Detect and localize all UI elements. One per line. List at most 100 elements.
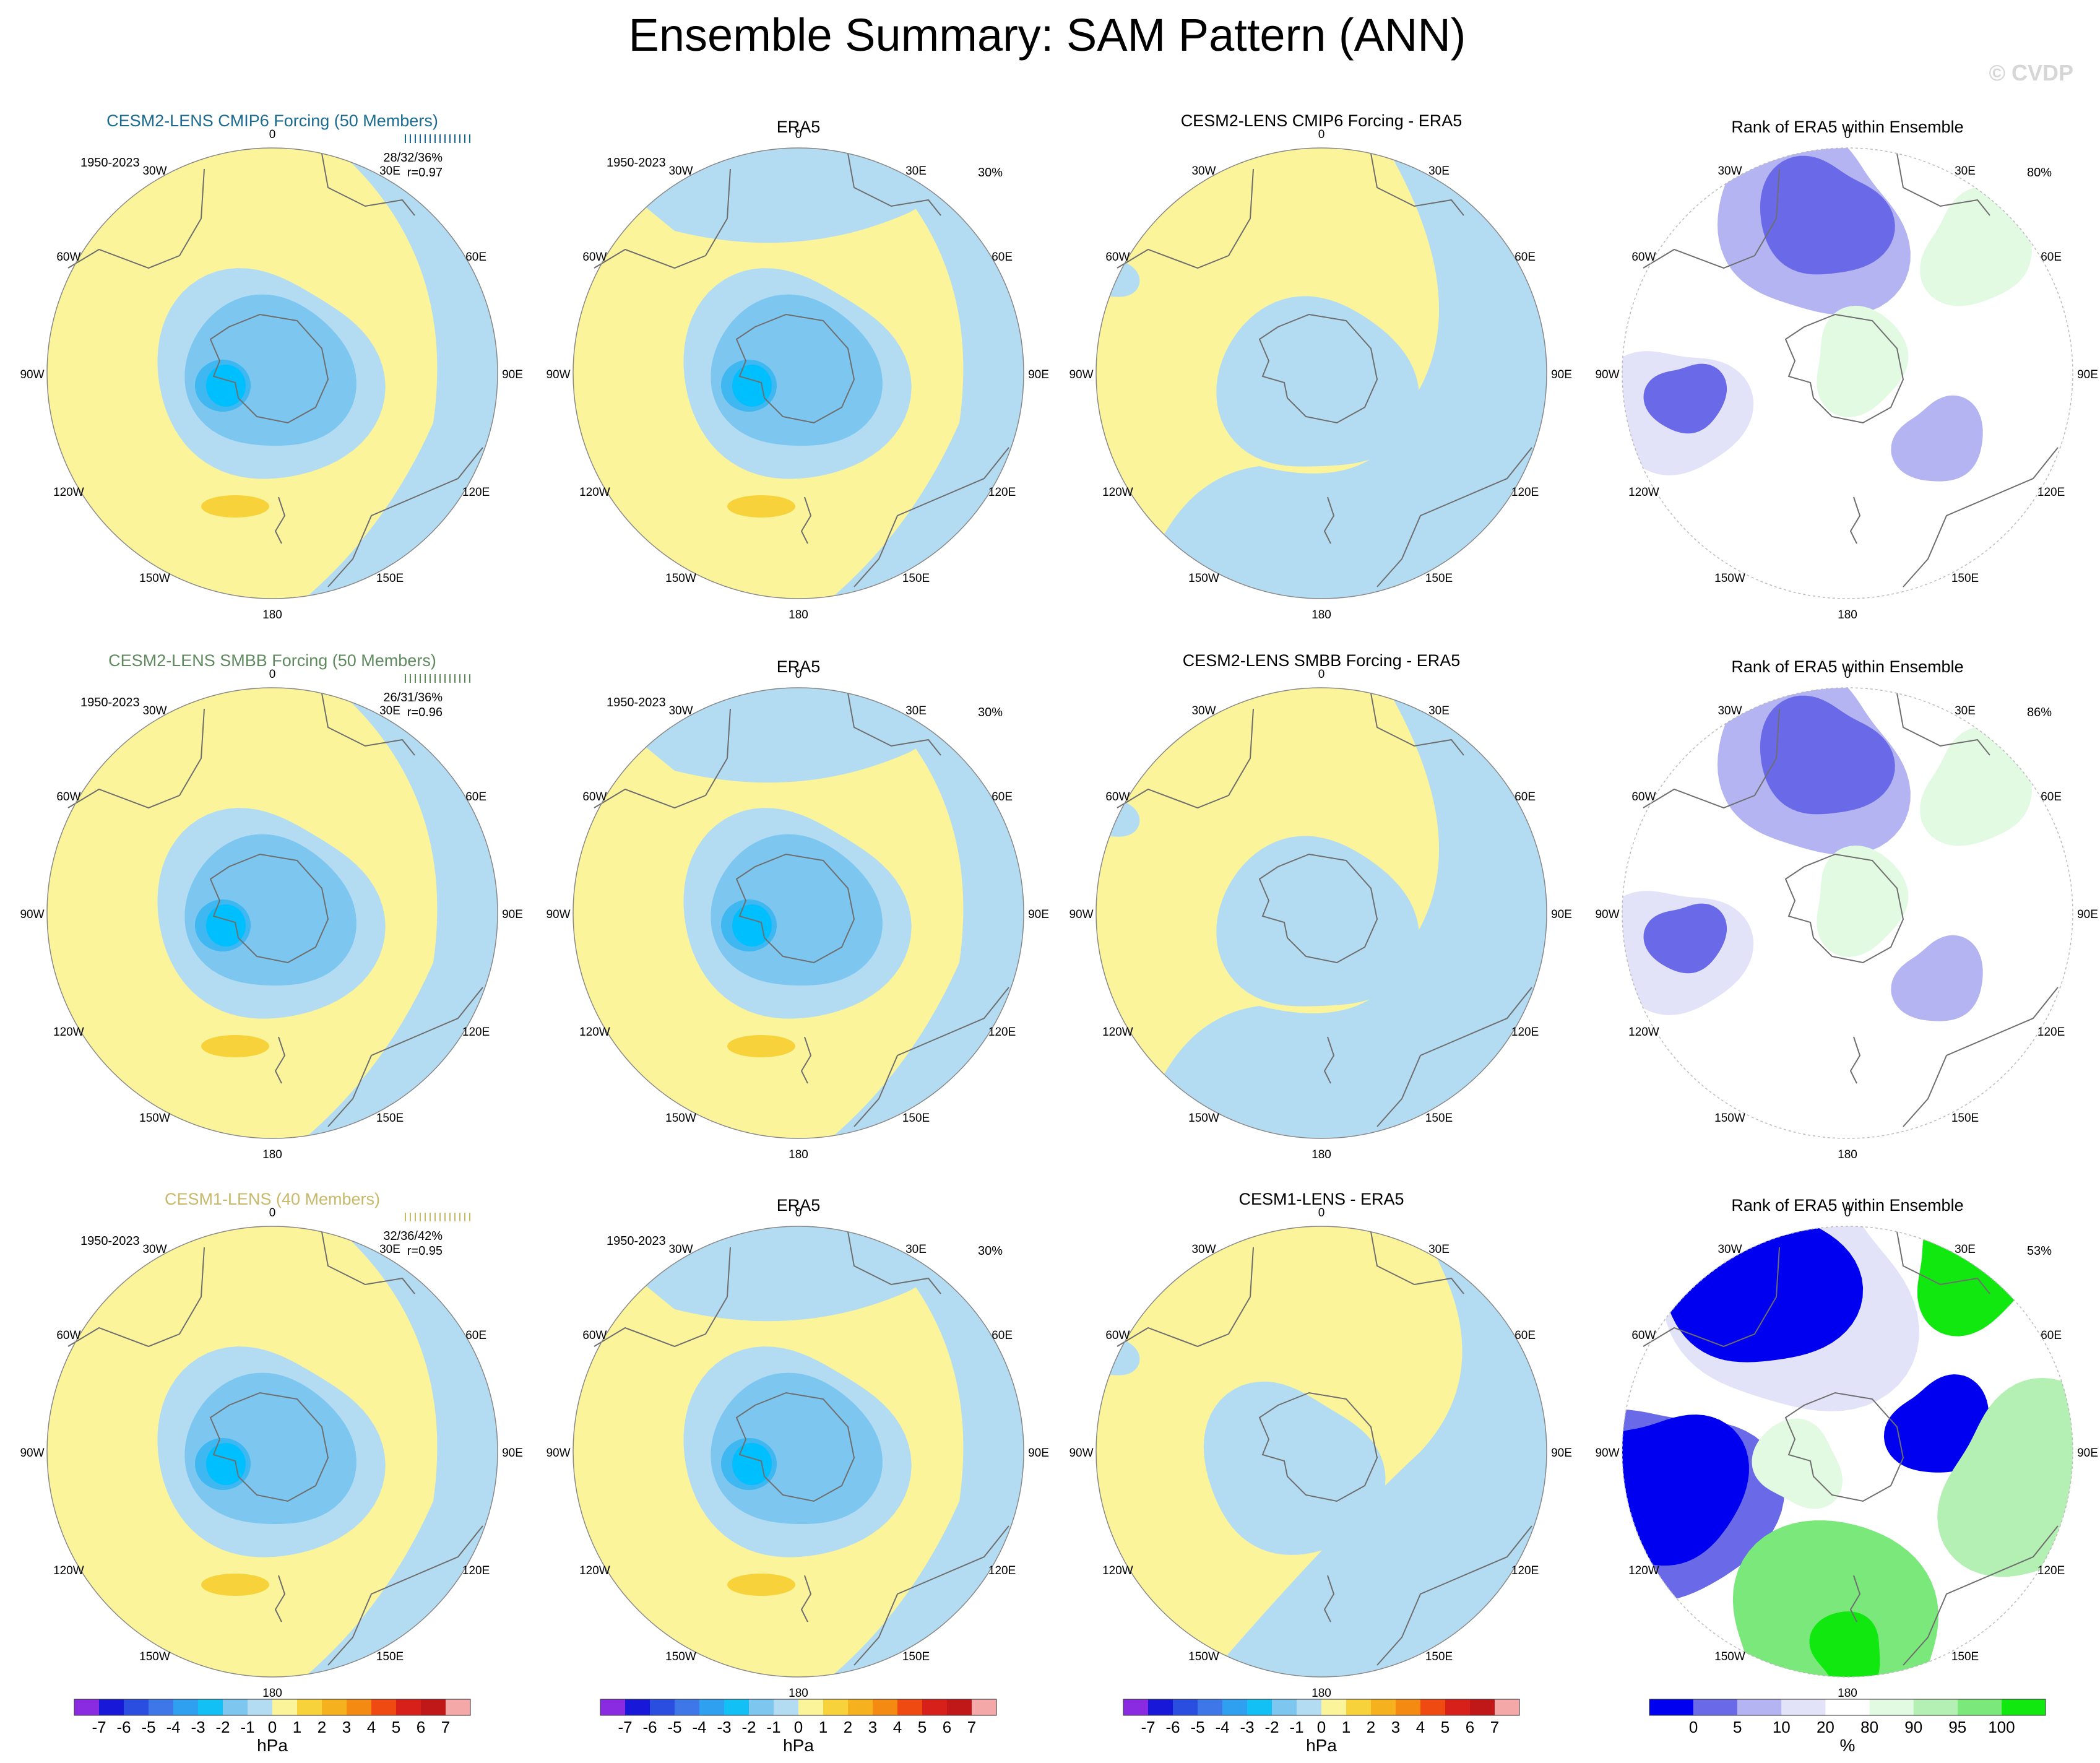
- longitude-label: 30E: [1428, 165, 1450, 178]
- longitude-label: 180: [789, 1687, 808, 1700]
- longitude-label: 30W: [668, 704, 693, 717]
- panel-diff-row-1: 0 30E 60E 90E 120E 150E 180 150W 120W 90W 60W 30W CE…: [1069, 111, 1571, 622]
- period-label: 1950-2023: [80, 156, 140, 170]
- longitude-label: 90W: [20, 908, 44, 921]
- longitude-label: 60W: [56, 251, 80, 264]
- new-zealand-coastline: [274, 496, 286, 544]
- longitude-label: 30E: [1955, 165, 1976, 178]
- colorbar-tick-label: 0: [1689, 1718, 1698, 1736]
- low-pressure-core: [732, 1443, 772, 1485]
- south-america-coastline: [1643, 168, 1780, 269]
- colorbar-tick-label: 4: [1416, 1718, 1425, 1736]
- longitude-label: 180: [1311, 609, 1331, 622]
- longitude-label: 30W: [142, 165, 166, 178]
- longitude-label: 60E: [1515, 1329, 1536, 1342]
- longitude-label: 60E: [992, 1329, 1013, 1342]
- longitude-label: 90E: [1551, 368, 1572, 381]
- new-zealand-coastline: [1849, 496, 1861, 544]
- period-label: 1950-2023: [607, 156, 666, 170]
- colorbar-swatch: [774, 1699, 798, 1715]
- colorbar-swatch: [1470, 1699, 1495, 1715]
- panel-diff-row-2: 0 30E 60E 90E 120E 150E 180 150W 120W 90W 60W 30W CE…: [1069, 651, 1571, 1161]
- colorbar-tick-label: 4: [367, 1718, 376, 1736]
- high-rank-region: [1809, 1611, 1880, 1677]
- longitude-label: 60E: [1515, 791, 1536, 804]
- africa-coastline: [847, 1231, 941, 1294]
- pattern-field: [573, 1226, 1024, 1677]
- colorbar-tick-label: -3: [191, 1718, 205, 1736]
- longitude-label: 90W: [20, 1447, 44, 1460]
- colorbar-tick-label: -6: [1165, 1718, 1180, 1736]
- longitude-label: 120W: [1628, 486, 1659, 499]
- longitude-label: 0: [795, 668, 802, 681]
- rank-field: [1622, 148, 2073, 599]
- new-zealand-coastline: [800, 1575, 812, 1622]
- low-rank-region: [1760, 155, 1895, 275]
- longitude-label: 60E: [465, 1329, 486, 1342]
- period-label: 1950-2023: [607, 696, 666, 709]
- longitude-label: 0: [795, 128, 802, 141]
- hpa-colorbar: -7 -6 -5 -4 -3 -2 -1 0 1 2 3 4 5 6 7 hPa: [600, 1699, 997, 1755]
- period-label: 1950-2023: [607, 1234, 666, 1248]
- longitude-label: 0: [269, 128, 276, 141]
- longitude-label: 180: [262, 1687, 282, 1700]
- negative-anomaly-region: [297, 148, 498, 599]
- colorbar-tick-label: 3: [1391, 1718, 1400, 1736]
- pattern-correlation: r=0.96: [407, 706, 443, 719]
- colorbar-swatch: [625, 1699, 650, 1715]
- longitude-label: 60E: [1515, 251, 1536, 264]
- longitude-label: 120W: [1102, 486, 1133, 499]
- longitude-label: 180: [262, 1148, 282, 1161]
- longitude-label: 60W: [1631, 1329, 1656, 1342]
- colorbar-tick-label: -7: [92, 1718, 106, 1736]
- colorbar-swatch: [922, 1699, 947, 1715]
- variance-percent: 30%: [978, 1244, 1003, 1258]
- africa-coastline: [847, 693, 941, 756]
- negative-difference-region: [1136, 688, 1547, 1138]
- high-pressure-core: [727, 1035, 795, 1057]
- africa-coastline: [1370, 1231, 1464, 1294]
- longitude-label: 120W: [1628, 1026, 1659, 1039]
- difference-field: [1096, 1226, 1547, 1677]
- colorbar-swatch: [322, 1699, 347, 1715]
- australia-coastline: [853, 447, 1009, 587]
- south-america-coastline: [1117, 708, 1254, 809]
- colorbar-swatch: [1825, 1699, 1870, 1715]
- colorbar-tick-label: 7: [967, 1718, 976, 1736]
- colorbar-tick-label: 0: [794, 1718, 803, 1736]
- longitude-label: 90E: [2077, 908, 2098, 921]
- australia-coastline: [1376, 447, 1532, 587]
- colorbar-tick-label: 6: [417, 1718, 425, 1736]
- negative-anomaly-region: [297, 1226, 498, 1677]
- colorbar-tick-label: -1: [240, 1718, 254, 1736]
- difference-field: [1096, 688, 1547, 1138]
- colorbar-frame: [74, 1699, 471, 1716]
- longitude-label: 60E: [465, 791, 486, 804]
- longitude-label: 150E: [1425, 1112, 1453, 1125]
- ensemble-title: CESM2-LENS SMBB Forcing (50 Members): [108, 651, 436, 670]
- colorbar-swatch: [2001, 1699, 2046, 1715]
- longitude-label: 0: [1844, 668, 1851, 681]
- longitude-label: 0: [269, 1206, 276, 1219]
- era5-title: ERA5: [777, 118, 821, 136]
- longitude-label: 150E: [1951, 1112, 1979, 1125]
- variance-percent: 30%: [978, 706, 1003, 719]
- colorbar-swatch: [600, 1699, 625, 1715]
- panel-era5-row-2: 0 30E 60E 90E 120E 150E 180 150W 120W 90W 60W 30W ER…: [546, 657, 1048, 1161]
- colorbar-swatch: [1649, 1699, 1694, 1715]
- africa-coastline: [321, 1231, 415, 1294]
- map-boundary: [1095, 1226, 1547, 1678]
- longitude-label: 150E: [902, 1112, 930, 1125]
- longitude-label: 60W: [582, 791, 607, 804]
- colorbar-swatch: [1247, 1699, 1272, 1715]
- longitude-label: 90W: [20, 368, 44, 381]
- high-rank-region: [1920, 726, 2032, 846]
- longitude-label: 60W: [56, 1329, 80, 1342]
- colorbar-tick-label: -7: [1141, 1718, 1155, 1736]
- colorbar-swatch: [699, 1699, 724, 1715]
- colorbar-tick-label: 5: [918, 1718, 927, 1736]
- low-rank-region: [1643, 363, 1727, 434]
- longitude-label: 90E: [1028, 908, 1049, 921]
- longitude-label: 90E: [1551, 1447, 1572, 1460]
